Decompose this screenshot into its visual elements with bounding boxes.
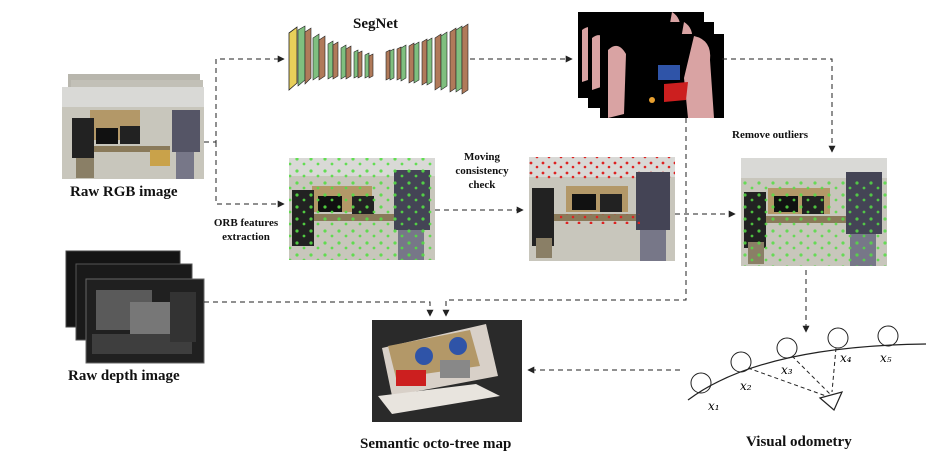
segmentation-mask-stack	[578, 12, 724, 119]
octree-map-image	[372, 320, 522, 422]
pose-x3	[776, 337, 798, 359]
seg-monitor	[658, 65, 680, 80]
arrow-depth-to-octree	[204, 301, 434, 317]
pose-label-x1: x₁	[708, 399, 720, 413]
seg-person-right	[684, 36, 714, 118]
segnet-label: SegNet	[353, 16, 398, 32]
moving-line1: Moving	[463, 151, 501, 163]
orb-features-label: ORB features extraction	[206, 216, 286, 244]
pose-label-x5: x₅	[880, 351, 892, 365]
seg-chair	[664, 82, 688, 102]
octree-map-label: Semantic octo-tree map	[360, 436, 512, 452]
rgb-frame-front	[62, 87, 204, 179]
filtered-frame	[741, 158, 887, 266]
moving-consistency-label: Moving consistency check	[445, 150, 519, 192]
moving-line2: consistency	[455, 165, 509, 177]
camera-triangle	[818, 391, 844, 411]
segnet-decoder-layers	[385, 23, 469, 95]
visual-odometry-diagram: x₁ x₂ x₃ x₄ x₅	[687, 325, 927, 413]
moving-check-frame	[529, 157, 675, 261]
remove-outliers-label: Remove outliers	[732, 129, 809, 141]
visual-odometry-label: Visual odometry	[746, 434, 852, 450]
segnet-encoder-layers	[297, 25, 374, 87]
raw-rgb-image-label: Raw RGB image	[70, 184, 178, 200]
moving-line3: check	[468, 179, 496, 191]
observation-line-x3	[791, 355, 831, 395]
observation-line-x4	[831, 347, 837, 393]
pose-x4	[827, 327, 849, 349]
segnet-network-diagram	[288, 23, 469, 95]
raw-depth-image-label: Raw depth image	[68, 368, 180, 384]
arrow-rgb-to-segnet	[204, 55, 285, 143]
pose-label-x3: x₃	[781, 363, 793, 377]
orb-features-line1: ORB features	[213, 217, 279, 229]
arrow-mask-to-octree	[442, 118, 687, 317]
pose-x2	[730, 351, 752, 373]
orb-features-line2: extraction	[222, 231, 270, 243]
seg-person-left	[608, 45, 626, 119]
pose-label-x2: x₂	[740, 379, 752, 393]
pose-x1	[690, 372, 712, 394]
flow-arrows	[204, 55, 836, 374]
raw-rgb-image-stack	[62, 74, 204, 179]
arrow-rgb-to-orb	[215, 142, 285, 208]
pose-label-x4: x₄	[840, 351, 852, 365]
pose-x5	[877, 325, 899, 347]
orb-feature-frame	[289, 158, 435, 260]
arrow-mask-to-remove	[722, 58, 836, 153]
raw-depth-image-stack	[65, 250, 205, 364]
